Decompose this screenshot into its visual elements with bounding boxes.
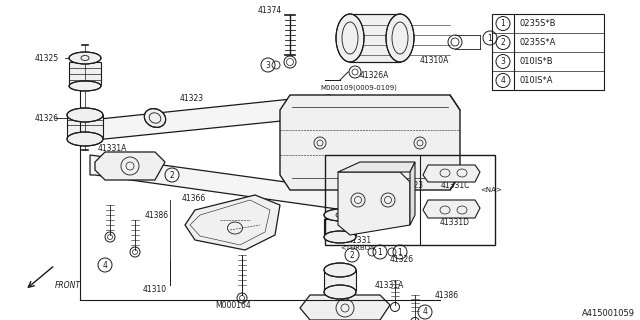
Text: 4: 4 <box>422 308 428 316</box>
Ellipse shape <box>324 263 356 277</box>
Ellipse shape <box>336 14 364 62</box>
Text: 41326A: 41326A <box>360 70 389 79</box>
Text: 1: 1 <box>500 19 506 28</box>
Ellipse shape <box>324 209 356 221</box>
Text: <NA>: <NA> <box>480 187 502 193</box>
Text: 41323: 41323 <box>400 180 424 189</box>
Bar <box>69 62 101 84</box>
Polygon shape <box>185 195 280 250</box>
Bar <box>492 14 604 90</box>
Ellipse shape <box>324 231 356 243</box>
Text: 0235S*A: 0235S*A <box>519 38 556 47</box>
Text: 41331A: 41331A <box>375 281 404 290</box>
Text: 41331A: 41331A <box>98 143 127 153</box>
Polygon shape <box>90 95 340 140</box>
Text: 41325: 41325 <box>355 204 379 212</box>
Ellipse shape <box>386 14 414 62</box>
Ellipse shape <box>69 52 101 64</box>
Text: 41374: 41374 <box>258 5 282 14</box>
Bar <box>350 14 400 62</box>
Ellipse shape <box>67 132 103 146</box>
Text: 41326: 41326 <box>35 114 59 123</box>
Bar <box>350 14 400 62</box>
Text: FRONT: FRONT <box>55 281 81 290</box>
Text: 41331D: 41331D <box>440 218 470 227</box>
Text: 41310: 41310 <box>143 285 167 294</box>
Text: 4: 4 <box>102 260 108 269</box>
Bar <box>324 270 356 290</box>
Polygon shape <box>90 155 382 215</box>
Text: 2: 2 <box>349 251 355 260</box>
Polygon shape <box>95 152 165 180</box>
Ellipse shape <box>145 108 166 127</box>
Text: 1: 1 <box>378 247 382 257</box>
Text: 0235S*B: 0235S*B <box>519 19 556 28</box>
Text: <TURBO>: <TURBO> <box>340 245 376 251</box>
Ellipse shape <box>69 81 101 91</box>
Ellipse shape <box>374 186 396 204</box>
Text: 41386: 41386 <box>145 211 169 220</box>
Text: 010IS*B: 010IS*B <box>519 57 552 66</box>
Text: 41325: 41325 <box>35 53 59 62</box>
Text: M000164: M000164 <box>215 300 251 309</box>
Polygon shape <box>300 295 390 320</box>
Text: 1: 1 <box>488 34 492 43</box>
Text: 41331C: 41331C <box>440 180 470 189</box>
Text: A415001059: A415001059 <box>582 309 635 318</box>
Ellipse shape <box>67 108 103 122</box>
Text: 2: 2 <box>500 38 506 47</box>
Text: 010IS*A: 010IS*A <box>519 76 552 85</box>
Polygon shape <box>410 162 415 225</box>
Polygon shape <box>423 165 480 182</box>
Text: M000109⟨0009-0109⟩: M000109⟨0009-0109⟩ <box>320 85 397 91</box>
Polygon shape <box>423 200 480 218</box>
Polygon shape <box>338 162 415 172</box>
Text: 3: 3 <box>266 60 271 69</box>
Ellipse shape <box>324 285 356 299</box>
Text: 41310A: 41310A <box>420 55 449 65</box>
Text: 3: 3 <box>500 57 506 66</box>
Polygon shape <box>280 95 460 190</box>
Text: 41366: 41366 <box>182 194 206 203</box>
Bar <box>325 155 495 245</box>
Text: M700135⟨0110-   ⟩: M700135⟨0110- ⟩ <box>320 95 386 101</box>
Bar <box>324 219 356 235</box>
Text: 41326: 41326 <box>390 255 414 265</box>
Text: 2: 2 <box>170 171 174 180</box>
Text: 41323: 41323 <box>180 93 204 102</box>
Bar <box>67 115 103 137</box>
Polygon shape <box>338 172 410 235</box>
Text: 4: 4 <box>500 76 506 85</box>
Text: 1: 1 <box>397 247 403 257</box>
Text: 41331: 41331 <box>348 236 372 244</box>
Text: 41386: 41386 <box>435 291 459 300</box>
